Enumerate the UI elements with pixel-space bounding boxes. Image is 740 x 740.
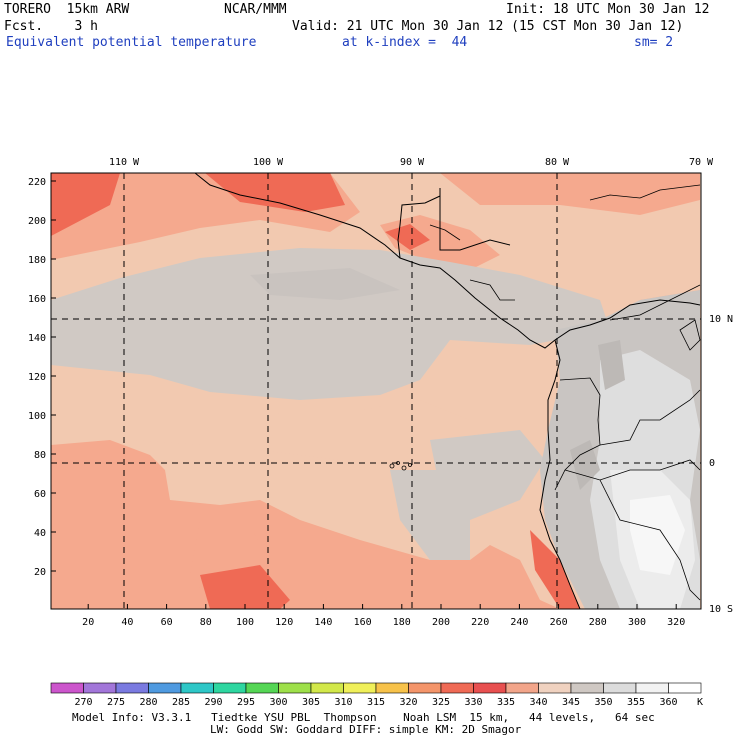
x-tick-label: 260 [550, 617, 568, 628]
colorbar-level-label: 295 [237, 697, 255, 708]
colorbar-level-label: 350 [594, 697, 612, 708]
y-tick-label: 220 [28, 177, 46, 188]
temperature-field [51, 173, 701, 609]
colorbar-swatch [115, 682, 149, 694]
colorbar-swatch [278, 682, 312, 694]
colorbar-swatch [245, 682, 279, 694]
x-tick-label: 100 [236, 617, 254, 628]
map-axes: 110 W 100 W 90 W 80 W 70 W 10 N 0 10 S 220 200 180… [28, 157, 733, 628]
colorbar-level-label: 305 [302, 697, 320, 708]
x-tick-label: 320 [667, 617, 685, 628]
colorbar-level-label: 325 [432, 697, 450, 708]
y-tick-label: 100 [28, 411, 46, 422]
plot-frame [50, 172, 702, 610]
y-tick-label: 60 [34, 489, 46, 500]
colorbar-swatch [213, 682, 247, 694]
lon-label: 80 W [545, 157, 570, 168]
colorbar-swatch [570, 682, 604, 694]
y-tick-label: 140 [28, 333, 46, 344]
colorbar-level-label: 285 [172, 697, 190, 708]
colorbar-swatch [83, 682, 117, 694]
y-tick-label: 40 [34, 528, 46, 539]
lat-label: 10 S [709, 604, 733, 615]
forecast-hour: Fcst. 3 h [4, 19, 98, 34]
colorbar-unit: K [697, 697, 703, 708]
y-tick-label: 160 [28, 294, 46, 305]
x-tick-label: 20 [82, 617, 94, 628]
colorbar-swatch [538, 682, 572, 694]
x-tick-label: 180 [393, 617, 411, 628]
colorbar-level-label: 315 [367, 697, 385, 708]
lon-label: 110 W [109, 157, 140, 168]
y-tick-label: 20 [34, 567, 46, 578]
y-tick-label: 80 [34, 450, 46, 461]
colorbar: 270 275 280 285 290 295 300 305 310 315 320 325 330 3… [50, 682, 703, 708]
colorbar-level-label: 310 [334, 697, 352, 708]
colorbar-swatch [50, 682, 84, 694]
colorbar-swatch [505, 682, 539, 694]
y-tick-label: 120 [28, 372, 46, 383]
lat-label: 10 N [709, 314, 733, 325]
x-tick-label: 80 [200, 617, 212, 628]
lon-label: 70 W [689, 157, 714, 168]
level-label: at k-index = 44 [342, 35, 468, 50]
colorbar-level-label: 270 [74, 697, 92, 708]
field-name: Equivalent potential temperature [6, 35, 257, 50]
y-tick-label: 180 [28, 255, 46, 266]
valid-time: Valid: 21 UTC Mon 30 Jan 12 (15 CST Mon … [292, 19, 684, 34]
colorbar-swatch [603, 682, 637, 694]
colorbar-swatch [635, 682, 669, 694]
colorbar-level-label: 335 [497, 697, 515, 708]
colorbar-level-label: 290 [204, 697, 222, 708]
x-tick-label: 240 [510, 617, 528, 628]
x-tick-label: 60 [161, 617, 173, 628]
colorbar-swatch [408, 682, 442, 694]
colorbar-swatch [343, 682, 377, 694]
colorbar-swatch [180, 682, 214, 694]
colorbar-level-label: 300 [269, 697, 287, 708]
model-name: TORERO 15km ARW [4, 2, 130, 17]
x-tick-label: 120 [275, 617, 293, 628]
colorbar-swatch [148, 682, 182, 694]
colorbar-level-label: 360 [659, 697, 677, 708]
colorbar-level-label: 340 [529, 697, 547, 708]
x-tick-label: 220 [471, 617, 489, 628]
latlon-grid [51, 173, 701, 609]
y-tick-label: 200 [28, 216, 46, 227]
x-tick-label: 300 [628, 617, 646, 628]
smoothing-label: sm= 2 [634, 35, 674, 50]
colorbar-level-label: 275 [107, 697, 125, 708]
x-tick-label: 160 [354, 617, 372, 628]
lon-label: 100 W [253, 157, 284, 168]
model-info-line2: LW: Godd SW: Goddard DIFF: simple KM: 2D… [210, 723, 522, 736]
x-tick-label: 200 [432, 617, 450, 628]
x-tick-label: 140 [314, 617, 332, 628]
lon-label: 90 W [400, 157, 425, 168]
colorbar-swatch [473, 682, 507, 694]
organization-label: NCAR/MMM [224, 2, 287, 17]
colorbar-level-label: 280 [139, 697, 157, 708]
x-tick-label: 280 [589, 617, 607, 628]
x-tick-label: 40 [121, 617, 133, 628]
colorbar-swatch [440, 682, 474, 694]
init-time: Init: 18 UTC Mon 30 Jan 12 [506, 2, 710, 17]
colorbar-level-label: 320 [399, 697, 417, 708]
colorbar-swatch [668, 682, 702, 694]
colorbar-swatch [375, 682, 409, 694]
colorbar-swatch [310, 682, 344, 694]
lat-label: 0 [709, 458, 715, 469]
colorbar-level-label: 330 [464, 697, 482, 708]
colorbar-level-label: 345 [562, 697, 580, 708]
colorbar-level-label: 355 [627, 697, 645, 708]
model-info-line1: Model Info: V3.3.1 Tiedtke YSU PBL Thomp… [72, 711, 655, 724]
